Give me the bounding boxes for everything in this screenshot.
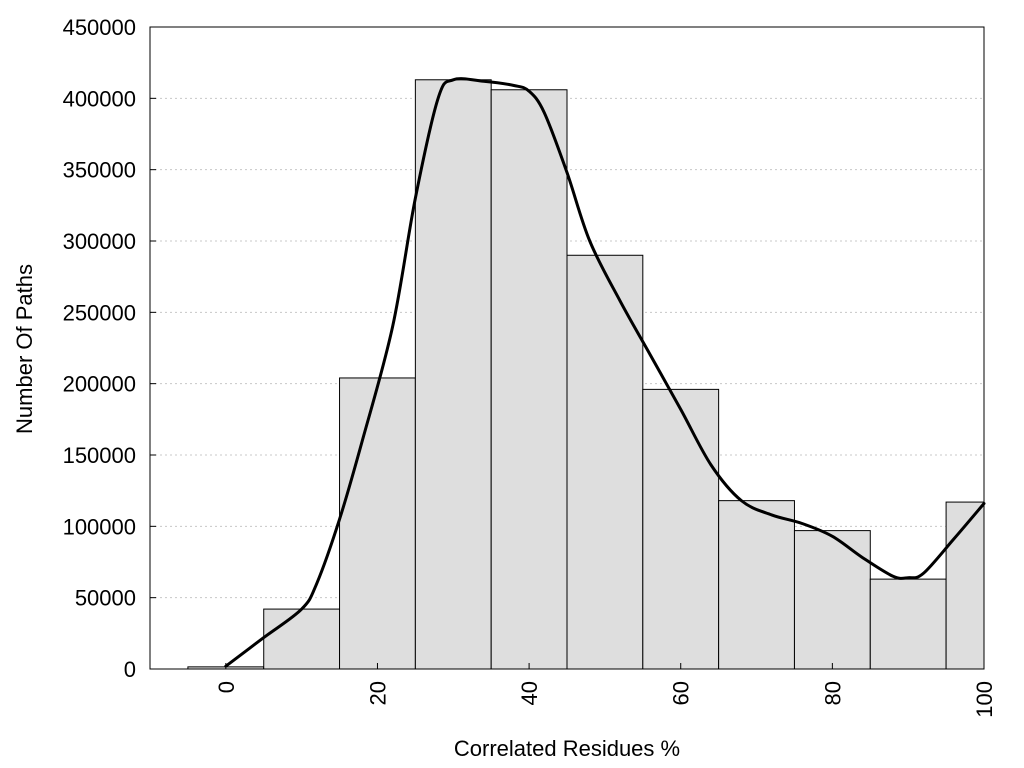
curve-layer: [224, 77, 986, 668]
y-tick-label: 0: [124, 657, 136, 682]
x-tick-label: 20: [365, 681, 390, 705]
histogram-bar: [642, 388, 720, 670]
histogram-bar: [793, 530, 871, 670]
histogram-bar: [566, 254, 644, 670]
y-tick-label: 150000: [63, 443, 136, 468]
x-tick-label: 80: [820, 681, 845, 705]
x-tick-label: 100: [972, 681, 997, 718]
histogram-bar: [869, 578, 947, 670]
x-tick-label: 60: [669, 681, 694, 705]
histogram-bar: [490, 89, 568, 670]
y-tick-label: 450000: [63, 15, 136, 40]
bars-layer: [187, 79, 985, 670]
y-tick-label: 350000: [63, 158, 136, 183]
histogram-bar: [339, 377, 416, 670]
y-ticks-layer: 0 50000 100000 150000 200000 250000 300000 3500…: [63, 15, 156, 682]
histogram-bar: [263, 608, 341, 670]
density-curve: [224, 77, 986, 668]
plot-frame-layer: [149, 26, 985, 670]
y-axis-title: Number Of Paths: [12, 264, 37, 434]
y-tick-label: 250000: [63, 300, 136, 325]
x-tick-label: 0: [214, 681, 239, 693]
y-tick-label: 50000: [75, 586, 136, 611]
plot-frame: [149, 26, 985, 670]
y-tick-label: 400000: [63, 86, 136, 111]
x-ticks-layer: 0 20 40 60 80 100: [214, 663, 997, 718]
x-axis-title: Correlated Residues %: [454, 736, 680, 761]
histogram-bar: [718, 500, 795, 670]
y-tick-label: 100000: [63, 514, 136, 539]
x-tick-label: 40: [517, 681, 542, 705]
y-tick-label: 200000: [63, 372, 136, 397]
y-tick-label: 300000: [63, 229, 136, 254]
histogram-bar: [414, 79, 492, 670]
